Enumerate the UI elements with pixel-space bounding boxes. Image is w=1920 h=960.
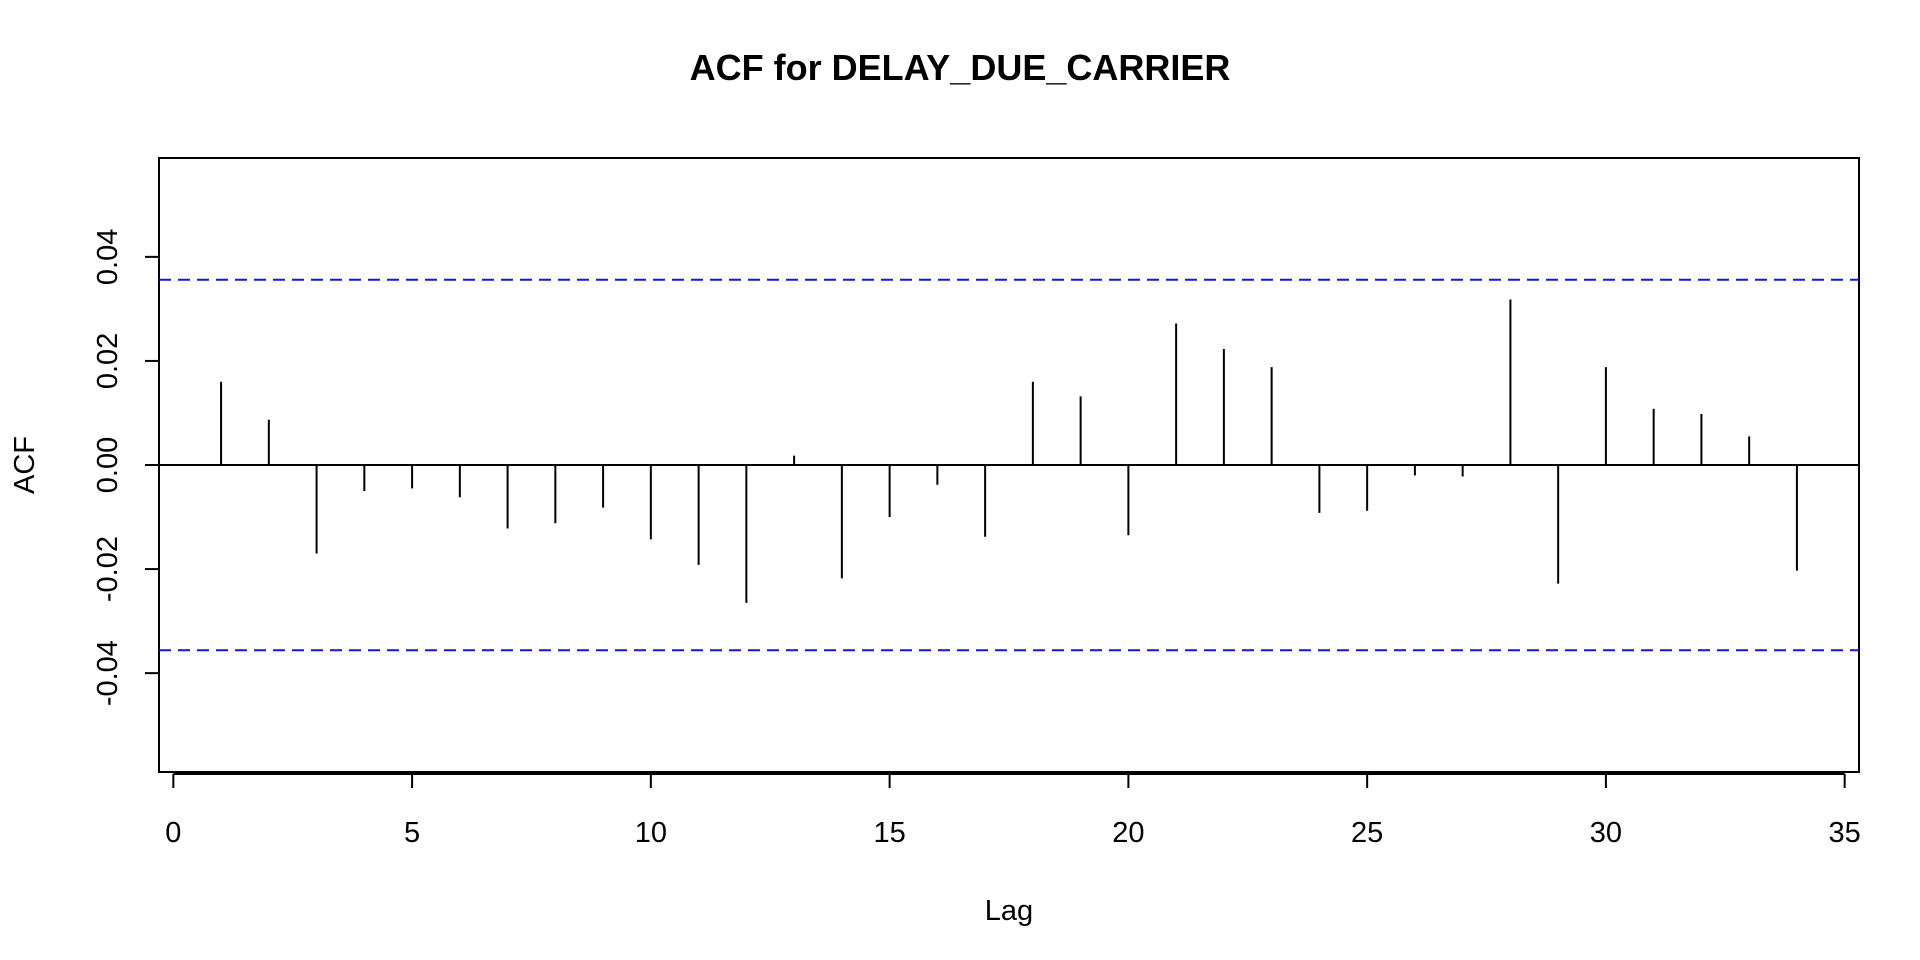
y-tick-label: 0.00 [92, 437, 124, 493]
x-axis: 0 5 10 15 20 25 30 35 [165, 774, 1861, 849]
acf-spikes [221, 300, 1797, 603]
y-axis-label: ACF [9, 436, 41, 494]
chart-title: ACF for DELAY_DUE_CARRIER [690, 47, 1231, 88]
x-tick-label: 15 [873, 817, 905, 849]
y-tick-label: 0.04 [92, 229, 124, 285]
x-tick-label: 30 [1590, 817, 1622, 849]
y-tick-label: -0.04 [92, 640, 124, 706]
x-tick-label: 25 [1351, 817, 1383, 849]
y-tick-label: 0.02 [92, 333, 124, 389]
x-tick-label: 35 [1829, 817, 1861, 849]
x-tick-label: 5 [404, 817, 420, 849]
confidence-bounds [159, 280, 1859, 650]
y-axis: -0.04 -0.02 0.00 0.02 0.04 [92, 229, 159, 707]
x-tick-label: 10 [635, 817, 667, 849]
x-axis-label: Lag [985, 895, 1033, 927]
y-tick-label: -0.02 [92, 536, 124, 602]
x-tick-label: 20 [1112, 817, 1144, 849]
x-tick-label: 0 [165, 817, 181, 849]
